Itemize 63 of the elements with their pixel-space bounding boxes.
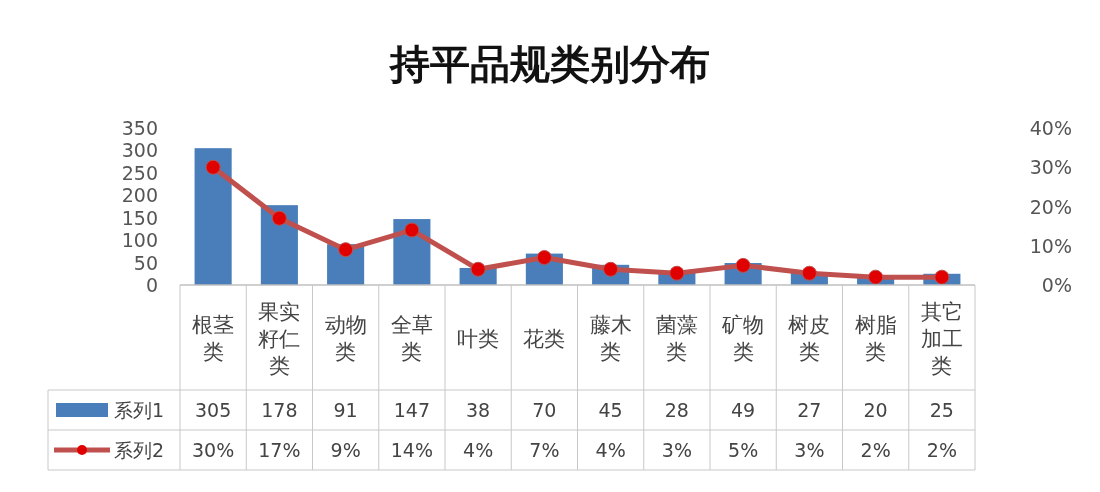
bar (194, 148, 232, 285)
data-label: 3% (794, 439, 825, 461)
x-tick-label: 果实籽仁类 (258, 299, 301, 378)
data-label: 2% (926, 439, 957, 461)
data-label: 147 (393, 399, 431, 421)
data-label: 5% (728, 439, 759, 461)
data-label: 7% (529, 439, 560, 461)
y-tick-label: 0 (145, 274, 158, 296)
x-tick-label: 菌藻类 (655, 313, 698, 364)
x-tick-label: 藤木类 (589, 313, 632, 364)
x-tick-label: 花类 (523, 326, 566, 351)
point (404, 222, 420, 238)
data-label: 38 (466, 399, 491, 421)
y-tick-label: 350 (121, 117, 158, 139)
x-tick-label: 叶类 (457, 326, 500, 351)
data-label: 14% (390, 439, 433, 461)
data-label: 20 (863, 399, 888, 421)
data-label: 49 (731, 399, 756, 421)
chart-title: 持平品规类别分布 (388, 40, 710, 87)
data-label: 178 (261, 399, 298, 421)
y2-tick-label: 30% (1029, 156, 1072, 179)
point (669, 265, 685, 281)
y2-tick-label: 20% (1029, 195, 1072, 218)
data-label: 2% (860, 439, 891, 461)
point (338, 242, 354, 258)
x-tick-label: 树皮类 (788, 313, 831, 364)
y2-tick-label: 10% (1029, 234, 1072, 257)
data-label: 9% (330, 439, 361, 461)
data-label: 4% (595, 439, 626, 461)
y-tick-label: 200 (121, 184, 158, 207)
y-tick-label: 100 (121, 229, 158, 252)
point (868, 269, 884, 285)
y-tick-label: 250 (121, 161, 158, 184)
data-label: 305 (194, 399, 232, 421)
data-label: 30% (192, 439, 235, 461)
x-tick-label: 其它加工类 (920, 299, 963, 378)
x-tick-label: 树脂类 (854, 313, 897, 364)
point (735, 257, 751, 273)
y2-tick-label: 0% (1041, 274, 1072, 296)
legend-label: 系列1 (114, 399, 165, 421)
data-label: 17% (258, 439, 301, 461)
point (801, 265, 817, 281)
y-tick-label: 50 (133, 251, 158, 274)
point (934, 269, 950, 285)
y2-tick-label: 40% (1029, 117, 1072, 139)
point (271, 210, 287, 226)
data-label: 4% (463, 439, 494, 461)
data-label: 3% (661, 439, 692, 461)
data-label: 27 (797, 399, 822, 421)
point (205, 159, 221, 175)
x-tick-label: 根茎类 (192, 313, 235, 364)
x-tick-label: 全草类 (390, 313, 433, 364)
y-tick-label: 300 (121, 139, 158, 162)
data-label: 45 (598, 399, 623, 421)
data-label: 91 (333, 399, 358, 421)
x-tick-label: 矿物类 (721, 313, 765, 364)
y-tick-label: 150 (121, 206, 158, 229)
legend-label: 系列2 (114, 439, 165, 461)
data-label: 25 (929, 399, 954, 421)
data-label: 28 (664, 399, 689, 421)
x-tick-label: 动物类 (324, 313, 367, 364)
point (536, 250, 552, 266)
data-label: 70 (532, 399, 557, 421)
